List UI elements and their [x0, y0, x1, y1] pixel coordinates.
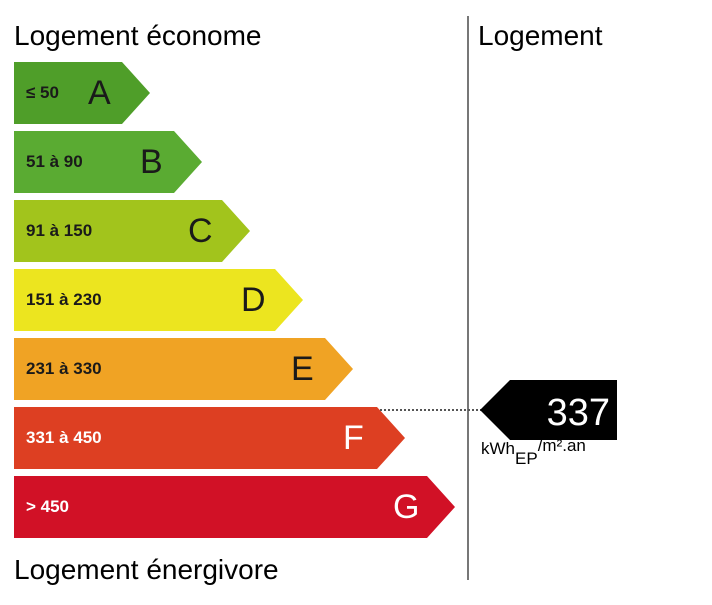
band-arrow-shape — [14, 338, 353, 400]
band-letter: B — [140, 143, 163, 181]
energy-intensive-housing-label: Logement énergivore — [14, 554, 279, 585]
band-range-label: 51 à 90 — [26, 152, 83, 171]
band-a: ≤ 50 A — [14, 62, 150, 124]
column-divider — [467, 16, 469, 580]
band-c: 91 à 150 C — [14, 200, 250, 262]
band-d: 151 à 230 D — [14, 269, 303, 331]
indicator-leader-line — [380, 409, 482, 411]
band-range-label: 331 à 450 — [26, 428, 102, 447]
band-arrow-shape — [14, 200, 250, 262]
band-e: 231 à 330 E — [14, 338, 353, 400]
energy-value-badge: 337 — [480, 380, 618, 445]
band-letter: C — [188, 212, 213, 250]
unit-main: kWh — [481, 439, 515, 458]
band-arrow-shape — [14, 62, 150, 124]
band-b: 51 à 90 B — [14, 131, 202, 193]
housing-label: Logement — [478, 20, 603, 51]
band-letter: G — [393, 488, 420, 526]
band-letter: D — [241, 281, 266, 319]
band-arrow-shape — [14, 131, 202, 193]
band-range-label: 91 à 150 — [26, 221, 93, 240]
band-arrow-shape — [14, 407, 405, 469]
energy-unit: kWhEP/m².an — [481, 437, 586, 467]
band-arrow-shape — [14, 476, 455, 538]
band-g: > 450 G — [14, 476, 455, 538]
band-range-label: 231 à 330 — [26, 359, 102, 378]
band-range-label: ≤ 50 — [26, 83, 59, 102]
unit-subscript: EP — [515, 449, 538, 468]
band-letter: F — [343, 419, 364, 457]
badge-arrow-shape — [480, 380, 617, 440]
economical-housing-label: Logement économe — [14, 20, 262, 51]
band-range-label: 151 à 230 — [26, 290, 102, 309]
band-f: 331 à 450 F — [14, 407, 405, 469]
energy-value: 337 — [546, 391, 610, 434]
band-letter: E — [291, 350, 314, 388]
band-range-label: > 450 — [26, 497, 70, 516]
band-letter: A — [88, 74, 111, 112]
unit-rest: /m².an — [537, 436, 586, 455]
band-arrow-shape — [14, 269, 303, 331]
